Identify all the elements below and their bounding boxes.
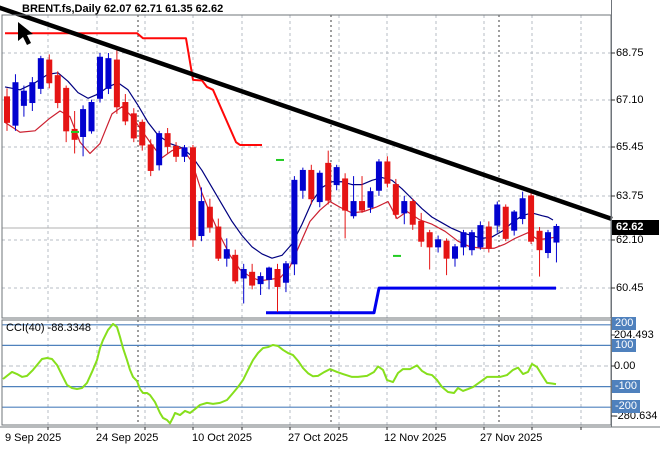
candle-body-bull [282,263,289,283]
candle-body-bear [485,226,492,249]
candle-body-bull [291,179,298,265]
candle-body-bull [511,211,518,231]
candle-body-bull [367,191,374,208]
candle-body-bull [519,198,526,220]
candle-body-bear [232,254,239,282]
cci-level-badge: 100 [612,339,637,352]
time-axis-label: 9 Sep 2025 [5,432,62,444]
cci-indicator-label: CCI(40) -88.3348 [6,322,91,334]
candle-body-bull [88,102,95,132]
support-line-blue [266,286,556,315]
candle-body-bull [181,147,188,157]
candle-body-bull [12,82,19,126]
time-axis-label: 27 Nov 2025 [480,432,543,444]
candle-body-bull [299,169,306,191]
candle-body-bull [460,232,467,248]
cci-axis-label: 204.493 [614,329,654,341]
candle-body-bear [325,162,332,201]
candle-body-bear [426,232,433,248]
candle-body-bull [156,133,163,166]
price-axis-label: 67.10 [616,94,644,106]
candle-body-bull [553,225,560,243]
candle-body-bear [4,96,10,123]
candle-body-bear [164,133,171,147]
cci-level-badge: 200 [612,317,637,330]
ma-line-navy [4,72,554,259]
candle-body-bear [54,75,61,104]
candle-body-bull [223,249,230,259]
main-chart-frame [1,14,612,319]
candle-body-bear [206,206,213,228]
cci-level-badge: -100 [612,380,641,393]
current-price-badge: 62.62 [612,220,659,235]
candle-body-bull [350,201,357,217]
cci-axis-label: 0.00 [614,360,636,372]
price-axis-label: 62.10 [616,234,644,246]
time-axis-label: 10 Oct 2025 [192,432,252,444]
candle-body-bull [96,56,103,99]
candle-body-bear [249,271,256,286]
candle-body-bull [544,232,551,254]
candle-body-bull [257,276,264,285]
candle-body-bear [536,230,543,251]
candle-body-bear [502,206,509,239]
candle-body-bear [113,59,120,108]
trailing-stop-line-red [5,32,262,146]
price-axis-label: 68.75 [616,47,644,59]
candle-body-bull [266,267,273,280]
candle-body-bull [477,225,484,248]
candle-body-bear [418,220,425,242]
candle-body-bull [198,201,205,237]
candle-body-bear [130,113,137,139]
candle-body-bear [384,161,391,184]
cci-level-badge: -200 [612,400,641,413]
candle-body-bear [359,201,366,211]
candle-body-bear [147,144,154,171]
time-axis-label: 12 Nov 2025 [384,432,447,444]
time-axis-label: 24 Sep 2025 [96,432,159,444]
descending-trendline [0,5,613,222]
price-axis-label: 65.45 [616,141,644,153]
candle-body-bear [528,195,535,242]
price-axis-label: 63.75 [616,190,644,202]
candle-body-bull [37,58,44,89]
candle-body-bull [375,161,382,191]
cci-line [2,322,557,425]
candle-body-bear [274,268,281,287]
candle-body-bear [215,226,222,259]
candle-body-bull [435,239,442,248]
candle-body-bull [80,109,87,137]
candle-body-bear [46,59,53,84]
candle-body-bear [173,145,180,157]
chart-title: BRENT.fs,Daily 62.07 62.71 61.35 62.62 [22,3,224,15]
price-axis-label: 60.45 [616,282,644,294]
mouse-cursor-icon [18,22,33,45]
candle-body-bull [401,201,408,214]
candle-body-bear [139,121,146,146]
candle-body-bull [240,268,247,279]
candle-body-bear [342,178,349,211]
ma-line-red [4,106,558,282]
candle-body-bear [409,201,416,225]
time-axis-label: 27 Oct 2025 [288,432,348,444]
candle-body-bear [189,147,196,241]
candle-body-bull [105,58,112,89]
candle-body-bull [333,167,340,186]
candle-body-bull [20,90,27,106]
candle-body-bear [308,169,315,200]
candle-body-bear [392,184,399,215]
cci-axis-label: -280.634 [614,410,658,422]
candle-body-bull [316,172,323,203]
candle-body-bull [494,204,501,226]
candle-body-bear [122,102,129,122]
candle-body-bear [63,87,70,132]
candle-body-bull [29,82,36,104]
candle-body-bear [443,240,450,259]
candle-body-bull [468,232,475,251]
candle-body-bear [71,128,78,140]
candle-body-bull [452,246,459,259]
